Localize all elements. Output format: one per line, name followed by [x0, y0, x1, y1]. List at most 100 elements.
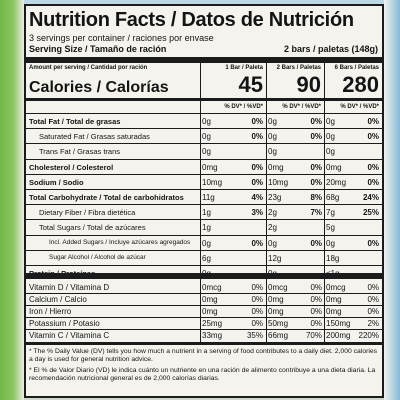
row-cell: 0%	[367, 132, 379, 142]
vitamin-divider	[26, 305, 382, 306]
row-cell: 0g	[202, 147, 211, 157]
nutrient-label: Dietary Fiber / Fibra dietética	[39, 208, 136, 218]
row-cell: 68g	[326, 193, 340, 202]
row-cell: 0mg	[202, 162, 218, 172]
amount-per-serving-label: Amount per serving / Cantidad por ración	[29, 65, 148, 71]
row-divider	[26, 234, 382, 236]
row-cell: 0%	[367, 177, 379, 187]
row-cell: 11g	[202, 193, 215, 202]
vitamin-column-divider-3	[324, 279, 325, 342]
vitamin-cell: 0%	[251, 283, 263, 292]
vitamin-cell: 0%	[367, 295, 379, 304]
row-divider	[26, 204, 382, 206]
thick-divider-vitamins	[26, 273, 382, 279]
nutrient-label: Cholesterol / Colesterol	[29, 162, 114, 172]
row-cell: 2g	[268, 223, 277, 233]
vitamin-cell: 35%	[246, 331, 263, 340]
row-cell: 10mg	[202, 177, 223, 187]
package-right-edge	[384, 0, 400, 400]
column-divider-2	[266, 63, 267, 273]
serving-size-label: Serving Size / Tamaño de ración	[29, 44, 167, 54]
calories-label: Calories / Calorías	[29, 79, 169, 96]
row-cell: 24%	[362, 193, 379, 202]
dv-header-1: % DV* / %VD*	[224, 104, 263, 110]
row-cell: 10mg	[268, 177, 289, 187]
background-top-edge	[0, 0, 400, 6]
serving-size-value: 2 bars / paletas (148g)	[283, 44, 378, 54]
row-cell: 0%	[310, 132, 322, 142]
row-divider	[26, 128, 382, 130]
vitamin-cell: 0mcg	[202, 283, 222, 292]
row-cell: 0mg	[268, 162, 284, 172]
vitamin-cell: 0%	[367, 283, 379, 292]
row-cell: 6g	[202, 253, 211, 263]
calories-value-3: 280	[342, 72, 379, 97]
row-cell: 0%	[251, 162, 263, 172]
row-cell: 5g	[326, 223, 335, 233]
vitamin-column-divider-2	[266, 279, 267, 342]
nutrient-label: Sodium / Sodio	[29, 177, 84, 187]
nutrient-label: Total Sugars / Total de azúcares	[39, 223, 146, 233]
row-cell: 1g	[202, 208, 211, 218]
row-cell: 0%	[367, 117, 379, 126]
vitamin-cell: 0mg	[268, 307, 284, 316]
vitamin-cell: 0mg	[202, 295, 218, 304]
dv-header-3: % DV* / %VD*	[340, 104, 379, 110]
row-cell: 0mg	[326, 162, 342, 172]
footnote-divider	[26, 342, 382, 345]
nutrient-label: Incl. Added Sugars / Incluye azúcares ag…	[49, 238, 191, 246]
calories-value-1: 45	[238, 72, 263, 97]
footnote-english: * The % Daily Value (DV) tells you how m…	[29, 348, 378, 364]
row-cell: 0g	[268, 117, 277, 126]
nutrient-label: Trans Fat / Grasas trans	[39, 147, 120, 157]
row-cell: 0g	[326, 132, 335, 142]
row-cell: 4%	[251, 193, 263, 202]
vitamin-cell: 0%	[310, 319, 322, 328]
row-cell: 7g	[326, 208, 335, 218]
row-cell: 3%	[251, 208, 263, 218]
nutrient-label: Saturated Fat / Grasas saturadas	[39, 132, 150, 142]
column-header-1: 1 Bar / Paleta	[225, 65, 263, 71]
vitamin-cell: 66mg	[268, 331, 289, 340]
servings-per-container: 3 servings per container / raciones por …	[29, 33, 214, 43]
row-cell: 25%	[362, 208, 379, 218]
row-cell: 0g	[202, 238, 211, 248]
vitamin-cell: 200mg	[326, 331, 351, 340]
nutrient-label: Total Carbohydrate / Total de carbohidra…	[29, 193, 184, 202]
column-divider-1	[200, 63, 201, 273]
calories-value-2: 90	[296, 72, 321, 97]
row-cell: 0%	[251, 238, 263, 248]
row-cell: 0g	[326, 238, 335, 248]
vitamin-cell: 0mg	[326, 295, 342, 304]
vitamin-cell: 150mg	[326, 319, 351, 328]
calories-divider	[26, 98, 382, 101]
nutrient-label: Total Fat / Total de grasas	[29, 117, 121, 126]
vitamin-divider	[26, 329, 382, 330]
vitamin-cell: 70%	[305, 331, 322, 340]
row-cell: 0%	[367, 238, 379, 248]
row-cell: 2g	[268, 208, 277, 218]
row-cell: 0g	[326, 117, 335, 126]
vitamin-label: Vitamin C / Vitamina C	[29, 331, 110, 340]
row-cell: 0g	[268, 147, 277, 157]
nutrition-facts-panel: Nutrition Facts / Datos de Nutrición 3 s…	[24, 4, 384, 398]
row-cell: 0%	[310, 238, 322, 248]
row-cell: 0%	[251, 132, 263, 142]
column-header-2: 2 Bars / Paletas	[276, 65, 321, 71]
row-cell: 0g	[268, 132, 277, 142]
vitamin-cell: 0%	[251, 295, 263, 304]
vitamin-cell: 220%	[358, 331, 379, 340]
vitamin-divider	[26, 317, 382, 318]
row-cell: 20mg	[326, 177, 347, 187]
row-cell: 0%	[251, 117, 263, 126]
row-divider	[26, 143, 382, 145]
vitamin-cell: 0mcg	[326, 283, 346, 292]
column-header-3: 6 Bars / Paletas	[334, 65, 379, 71]
vitamin-cell: 0%	[310, 295, 322, 304]
row-cell: 0g	[326, 147, 335, 157]
vitamin-cell: 25mg	[202, 319, 223, 328]
vitamin-label: Iron / Hierro	[29, 307, 72, 316]
row-cell: 0g	[202, 132, 211, 142]
vitamin-cell: 33mg	[202, 331, 223, 340]
row-divider	[26, 173, 382, 175]
